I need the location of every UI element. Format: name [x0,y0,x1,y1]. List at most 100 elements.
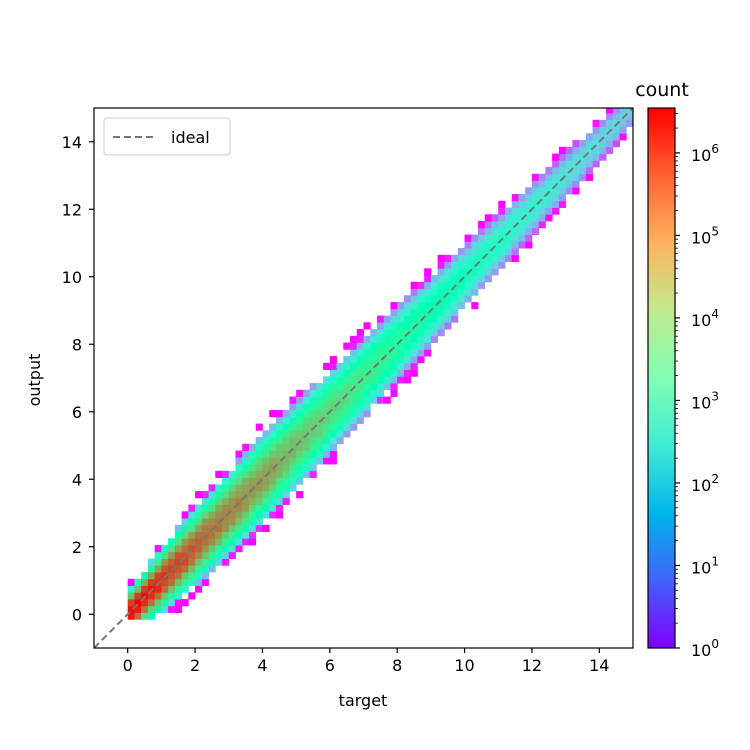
heatmap-cell [188,565,196,573]
heatmap-cell [424,329,432,337]
x-tick-label: 2 [190,656,200,675]
heatmap-cell [410,342,418,350]
heatmap-cell [579,173,587,181]
heatmap-cell [572,187,580,195]
heatmap-cell [147,605,156,613]
heatmap-cell [383,315,391,323]
heatmap-cell [525,187,533,195]
heatmap-cell [403,315,412,323]
heatmap-cell [235,538,243,546]
heatmap-cell [558,160,567,168]
x-tick-label: 4 [257,656,267,675]
heatmap-cell [255,518,263,526]
heatmap-cell [511,207,519,215]
heatmap-cell [585,160,593,168]
heatmap-cell [269,477,277,485]
heatmap-cell [525,241,533,249]
heatmap-cell [457,261,465,269]
heatmap-cell [201,511,209,519]
heatmap-cell [296,403,304,411]
heatmap-cell [356,356,364,364]
heatmap-cell [498,248,506,256]
heatmap-cell [222,470,230,478]
heatmap-cell [383,369,391,377]
heatmap-cell [242,531,250,539]
heatmap-cell [195,558,203,566]
heatmap-cell [424,302,432,310]
heatmap-cell [538,207,546,215]
heatmap-cell [491,227,499,235]
heatmap-cell [390,335,398,343]
heatmap-cell [484,241,492,249]
heatmap-cell [397,329,405,337]
heatmap-cell [195,551,203,559]
heatmap-cell [174,578,182,586]
heatmap-cell [289,450,297,458]
heatmap-cell [316,389,324,397]
heatmap-cell [356,410,364,418]
heatmap-cell [471,241,479,249]
heatmap-cell [356,403,364,411]
heatmap-cell [518,207,526,215]
heatmap-cell [242,450,250,458]
heatmap-cell [437,315,445,323]
heatmap-cell [484,248,492,256]
heatmap-cell [558,187,567,195]
heatmap-cell [235,531,243,539]
heatmap-cell [498,207,506,215]
heatmap-cell [201,565,209,573]
heatmap-cell [437,261,445,269]
heatmap-cell [457,248,465,256]
heatmap-cell [599,146,607,154]
heatmap-cell [222,518,230,526]
heatmap-cell [350,342,358,350]
heatmap-cell [430,315,439,323]
heatmap-cell [606,133,614,141]
heatmap-cell [296,410,304,418]
heatmap-cell [269,450,277,458]
heatmap-cell [255,497,263,505]
plot-frame [93,107,634,649]
heatmap-cell [363,349,371,357]
heatmap-cell [437,308,445,316]
heatmap-cell [397,322,405,330]
heatmap-cell [343,410,351,418]
heatmap-cell [296,470,304,478]
heatmap-cell [363,403,371,411]
heatmap-cell [296,450,304,458]
heatmap-cell [316,437,324,445]
heatmap-cell [215,504,223,512]
heatmap-cell [565,173,573,181]
heatmap-cell [430,295,439,303]
heatmap-cell [141,612,149,620]
heatmap-cell [215,491,223,499]
heatmap-cell [383,329,391,337]
heatmap-cell [316,430,324,438]
heatmap-cell [592,146,600,154]
heatmap-cell [296,423,304,431]
heatmap-cell [248,504,257,512]
heatmap-cell [228,524,236,532]
heatmap-cell [329,369,337,377]
heatmap-cell [208,491,216,499]
heatmap-cell [188,518,196,526]
heatmap-cell [248,450,257,458]
heatmap-cell [161,551,169,559]
heatmap-cell [424,349,432,357]
heatmap-cell [195,585,203,593]
colorbar-ticks: 100 101 102 103 104 105 106 [675,113,719,660]
heatmap-cell [376,322,385,330]
heatmap-cell [127,605,135,613]
heatmap-cell [498,241,506,249]
heatmap-cell [592,126,600,134]
heatmap-cell [147,558,156,566]
heatmap-cell [195,518,203,526]
heatmap-cell [336,396,344,404]
heatmap-cell [437,322,445,330]
y-axis-title: output [25,354,44,407]
heatmap-cell [356,329,364,337]
heatmap-cell [168,605,176,613]
heatmap-cell [141,572,149,580]
heatmap-cell [161,578,169,586]
heatmap-cell [141,578,149,586]
